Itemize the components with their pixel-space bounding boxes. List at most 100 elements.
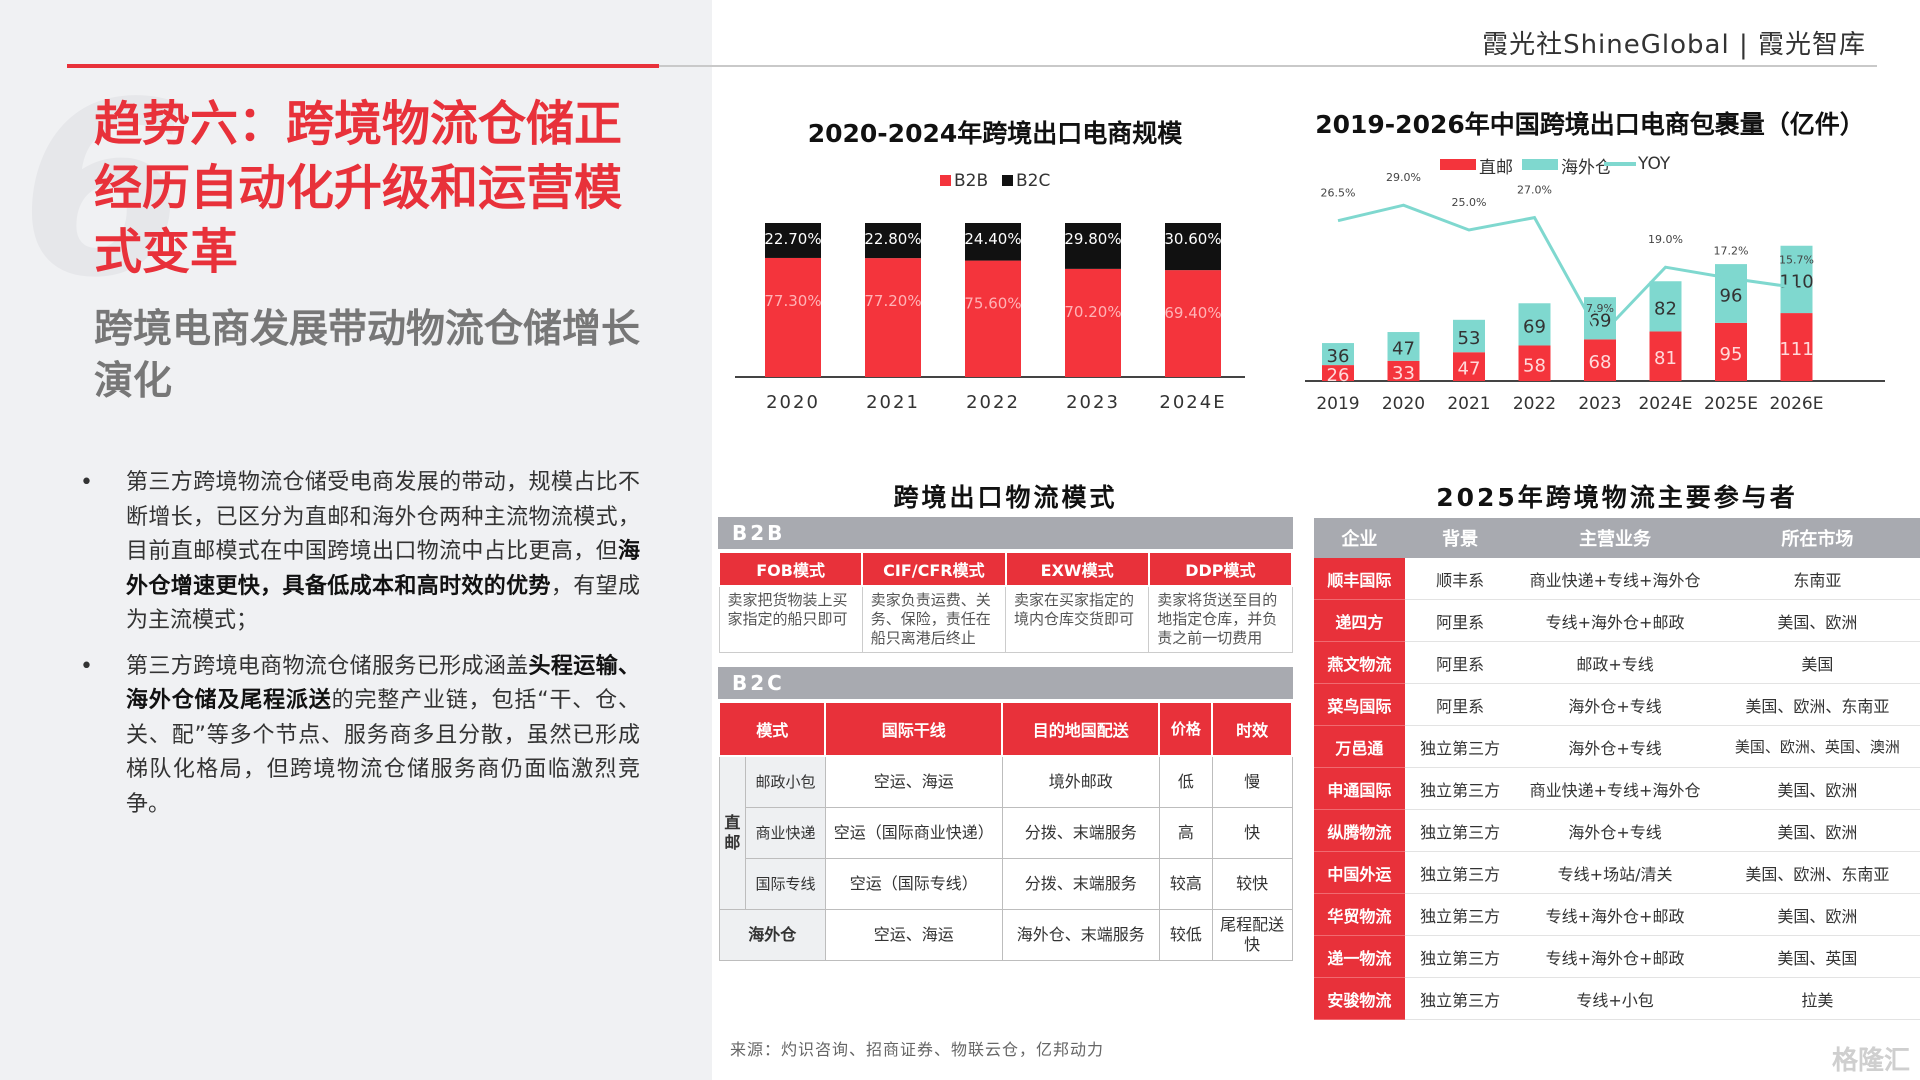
players-title: 2025年跨境物流主要参与者	[1436, 483, 1798, 512]
players-table: 企业 背景 主营业务 所在市场 顺丰国际 顺丰系 商业快递+专线+海外仓 东南亚 递四方…	[1314, 518, 1920, 1020]
b2b-desc: 卖家将货送至目的地指定仓库，并负责之前一切费用	[1148, 585, 1293, 653]
tick-label: 2022	[1513, 394, 1556, 414]
data-label: 69	[1523, 316, 1546, 337]
table-row: 中国外运 独立第三方 专线+场站/清关 美国、欧洲、东南亚	[1314, 851, 1920, 894]
price-cell: 高	[1158, 807, 1213, 859]
b2b-desc: 卖家负责运费、关务、保险，责任在船只离港后终止	[861, 585, 1007, 653]
price-cell: 较低	[1158, 909, 1213, 961]
tick-label: 2020	[1382, 394, 1425, 414]
legend-swatch	[1522, 159, 1558, 170]
bar-segment	[1518, 345, 1551, 381]
market-cell: 美国、欧洲	[1714, 599, 1920, 642]
speed-cell: 快	[1211, 807, 1293, 859]
yoy-label: 25.0%	[1452, 196, 1487, 209]
data-label: 111	[1779, 339, 1813, 360]
business-cell: 商业快递+专线+海外仓	[1515, 767, 1715, 810]
bar-segment	[865, 223, 921, 259]
bar-segment	[1065, 268, 1121, 377]
business-cell: 商业快递+专线+海外仓	[1515, 558, 1715, 600]
bar-segment	[765, 223, 821, 258]
speed-cell: 较快	[1211, 858, 1293, 910]
trend-number: 6	[20, 50, 187, 330]
header-rule	[659, 65, 1877, 67]
bar-segment	[1387, 360, 1420, 381]
bullet-text: 第三方跨境物流仓储受电商发展的带动，规模占比不断增长，已区分为直邮和海外仓两种主…	[126, 470, 640, 564]
legend-label: 直邮	[1479, 158, 1513, 178]
background-cell: 独立第三方	[1404, 977, 1516, 1020]
data-label: 29.80%	[1064, 230, 1121, 248]
players-header: 所在市场	[1714, 518, 1920, 558]
b2b-header: EXW模式	[1004, 551, 1150, 587]
mode-cell: 邮政小包	[745, 755, 826, 808]
bar-segment	[1322, 343, 1354, 366]
legend-swatch	[1002, 175, 1013, 186]
business-cell: 海外仓+专线	[1515, 683, 1715, 726]
yoy-label: 7.9%	[1586, 302, 1614, 315]
data-label: 77.30%	[764, 292, 821, 310]
bullet-item: • 第三方跨境电商物流仓储服务已形成涵盖头程运输、海外仓储及尾程派送的完整产业链，…	[80, 650, 640, 823]
background-cell: 阿里系	[1404, 641, 1516, 684]
table-row: 华贸物流 独立第三方 专线+海外仓+邮政 美国、欧洲	[1314, 893, 1920, 936]
bar-segment	[965, 260, 1021, 377]
data-label: 22.80%	[864, 230, 921, 248]
data-label: 53	[1458, 328, 1481, 349]
trunk-cell: 空运（国际专线）	[824, 858, 1003, 910]
table-row: 菜鸟国际 阿里系 海外仓+专线 美国、欧洲、东南亚	[1314, 683, 1920, 726]
data-label: 22.70%	[764, 230, 821, 248]
tick-label: 2023	[1578, 394, 1621, 414]
market-cell: 美国、欧洲	[1714, 767, 1920, 810]
bar-segment	[765, 257, 821, 377]
price-cell: 较高	[1158, 858, 1213, 910]
b2c-header: 价格	[1158, 701, 1214, 757]
table-row: 国际专线 空运（国际专线） 分拨、末端服务 较高 较快	[719, 858, 1293, 910]
company-cell: 申通国际	[1314, 767, 1405, 810]
data-label: 24.40%	[964, 230, 1021, 248]
brand-logo: 霞光社ShineGlobal | 霞光智库	[1482, 30, 1866, 60]
business-cell: 专线+海外仓+邮政	[1515, 893, 1715, 936]
data-label: 77.20%	[864, 292, 921, 310]
chart1-title: 2020-2024年跨境出口电商规模	[807, 119, 1183, 148]
data-label: 81	[1654, 348, 1677, 369]
table-row: 海外仓 空运、海运 海外仓、末端服务 较低 尾程配送快	[718, 909, 1293, 961]
company-cell: 万邑通	[1314, 725, 1405, 768]
table-row: 燕文物流 阿里系 邮政+专线 美国	[1314, 641, 1920, 684]
background-cell: 顺丰系	[1404, 558, 1516, 600]
chart2-title: 2019-2026年中国跨境出口电商包裹量（亿件）	[1315, 110, 1865, 139]
table-row: 申通国际 独立第三方 商业快递+专线+海外仓 美国、欧洲	[1314, 767, 1920, 810]
background-cell: 阿里系	[1404, 683, 1516, 726]
speed-cell: 尾程配送快	[1211, 909, 1293, 961]
data-label: 75.60%	[964, 295, 1021, 313]
bullet-item: • 第三方跨境物流仓储受电商发展的带动，规模占比不断增长，已区分为直邮和海外仓两种…	[80, 466, 640, 639]
yoy-label: 19.0%	[1648, 233, 1683, 246]
delivery-cell: 境外邮政	[1001, 755, 1160, 808]
yoy-line	[1337, 203, 1797, 339]
page-title: 趋势六：跨境物流仓储正经历自动化升级和运营模式变革	[94, 96, 623, 280]
market-cell: 美国、英国	[1714, 935, 1920, 978]
business-cell: 专线+小包	[1515, 977, 1715, 1020]
business-cell: 专线+场站/清关	[1515, 851, 1715, 894]
company-cell: 中国外运	[1314, 851, 1405, 894]
company-cell: 顺丰国际	[1314, 558, 1405, 600]
bar-segment	[865, 258, 921, 377]
chart1-svg: B2B B2C 77.30% 22.70% 2020 77.20% 22.80% 2021 75…	[735, 171, 1245, 413]
business-cell: 专线+海外仓+邮政	[1515, 935, 1715, 978]
business-cell: 专线+海外仓+邮政	[1515, 599, 1715, 642]
left-panel	[0, 0, 712, 1080]
table-row: 万邑通 独立第三方 海外仓+专线 美国、欧洲、英国、澳洲	[1314, 725, 1920, 768]
bar-segment	[1453, 319, 1485, 353]
bullet-text: 第三方跨境电商物流仓储服务已形成涵盖	[126, 653, 529, 679]
company-cell: 燕文物流	[1314, 641, 1405, 684]
mode-cell: 海外仓	[718, 909, 826, 961]
tick-label: 2023	[1066, 392, 1120, 413]
accent-rule	[67, 64, 659, 68]
market-cell: 美国、欧洲、英国、澳洲	[1714, 725, 1920, 768]
background-cell: 独立第三方	[1404, 893, 1516, 936]
table-row: 商业快递 空运（国际商业快递） 分拨、末端服务 高 快	[719, 807, 1293, 859]
bar-segment	[1165, 270, 1221, 377]
bullet-emphasis: 头程运输、海外仓储及尾程派送	[126, 653, 640, 714]
business-cell: 海外仓+专线	[1515, 809, 1715, 852]
data-label: 33	[1392, 363, 1415, 384]
legend-label: B2C	[1016, 171, 1050, 191]
bar-segment	[1649, 281, 1682, 332]
